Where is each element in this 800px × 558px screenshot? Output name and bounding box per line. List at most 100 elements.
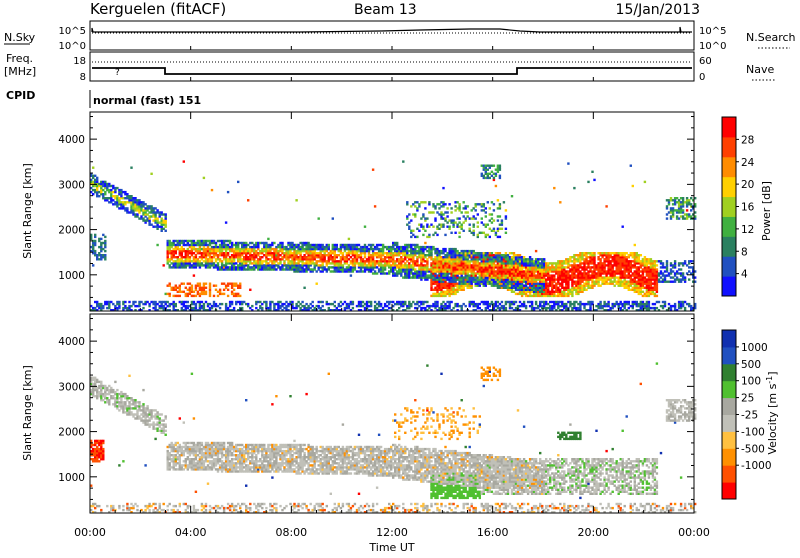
range-cell — [640, 287, 642, 289]
range-cell — [535, 268, 537, 270]
range-cell — [275, 268, 277, 270]
range-cell — [338, 268, 340, 270]
range-cell — [489, 207, 491, 209]
range-cell — [205, 291, 207, 293]
range-cell — [489, 268, 491, 270]
power-cells — [90, 160, 696, 311]
range-cell — [120, 193, 122, 195]
range-cell — [523, 256, 525, 258]
range-cell — [422, 226, 424, 228]
range-cell — [501, 228, 503, 230]
range-cell — [444, 293, 446, 295]
range-cell — [215, 285, 217, 287]
range-cell — [463, 230, 465, 232]
range-cell — [444, 274, 446, 276]
range-cell — [265, 301, 267, 303]
range-cell — [450, 301, 452, 303]
range-cell — [487, 301, 489, 303]
range-cell — [142, 211, 144, 213]
range-cell — [434, 232, 436, 234]
range-cell — [273, 242, 275, 244]
range-cell — [406, 217, 408, 219]
range-cell — [519, 301, 521, 303]
range-cell — [142, 303, 144, 305]
range-cell — [640, 303, 642, 305]
freq-marker: ? — [115, 68, 120, 78]
range-cell — [416, 258, 418, 260]
range-cell — [579, 258, 581, 260]
nave-label: Nave — [746, 63, 774, 76]
range-cell — [370, 301, 372, 303]
range-cell — [364, 252, 366, 254]
range-cell — [338, 303, 340, 305]
range-cell — [368, 301, 370, 303]
freq-label-line1: Freq. — [6, 52, 33, 65]
range-cell — [94, 250, 96, 252]
range-cell — [259, 301, 261, 303]
range-cell — [126, 193, 128, 195]
range-cell — [477, 234, 479, 236]
range-cell — [94, 175, 96, 177]
range-cell — [444, 248, 446, 250]
range-cell — [640, 301, 642, 303]
range-cell — [493, 209, 495, 211]
range-cell — [247, 256, 249, 258]
range-cell — [104, 181, 106, 183]
range-cell — [489, 165, 491, 167]
range-cell — [239, 287, 241, 289]
range-cell — [458, 276, 460, 278]
range-cell — [428, 268, 430, 270]
range-cell — [307, 305, 309, 307]
range-cell — [511, 195, 513, 197]
range-cell — [565, 258, 567, 260]
range-cell — [591, 301, 593, 303]
range-cell — [519, 281, 521, 283]
range-cell — [352, 301, 354, 303]
range-cell — [485, 207, 487, 209]
range-cell — [565, 293, 567, 295]
range-cell — [414, 213, 416, 215]
range-cell — [535, 287, 537, 289]
range-cell — [444, 234, 446, 236]
range-cell — [104, 258, 106, 260]
range-cell — [303, 287, 305, 289]
range-cell — [213, 301, 215, 303]
range-cell — [404, 301, 406, 303]
sky-left-tick-bottom: 10^0 — [59, 41, 86, 52]
range-cell — [104, 246, 106, 248]
range-cell — [499, 203, 501, 205]
range-cell — [344, 301, 346, 303]
range-cell — [414, 262, 416, 264]
range-cell — [340, 301, 342, 303]
range-cell — [209, 283, 211, 285]
range-cell — [505, 217, 507, 219]
range-cell — [203, 246, 205, 248]
range-cell — [505, 232, 507, 234]
range-cell — [475, 272, 477, 274]
range-cell — [112, 195, 114, 197]
range-cell — [247, 244, 249, 246]
range-cell — [473, 250, 475, 252]
range-cell — [203, 293, 205, 295]
range-cell — [231, 303, 233, 305]
range-cell — [501, 301, 503, 303]
range-cell — [126, 211, 128, 213]
range-cell — [173, 301, 175, 303]
range-cell — [535, 307, 537, 309]
range-cell — [640, 281, 642, 283]
range-cell — [175, 303, 177, 305]
range-cell — [205, 287, 207, 289]
range-cell — [233, 262, 235, 264]
range-cell — [183, 291, 185, 293]
range-cell — [233, 268, 235, 270]
range-cell — [549, 293, 551, 295]
range-cell — [414, 236, 416, 238]
range-cell — [130, 167, 132, 169]
range-cell — [156, 224, 158, 226]
range-cell — [493, 219, 495, 221]
range-cell — [100, 258, 102, 260]
range-cell — [179, 295, 181, 297]
range-cell — [505, 281, 507, 283]
range-cell — [334, 301, 336, 303]
range-cell — [217, 262, 219, 264]
